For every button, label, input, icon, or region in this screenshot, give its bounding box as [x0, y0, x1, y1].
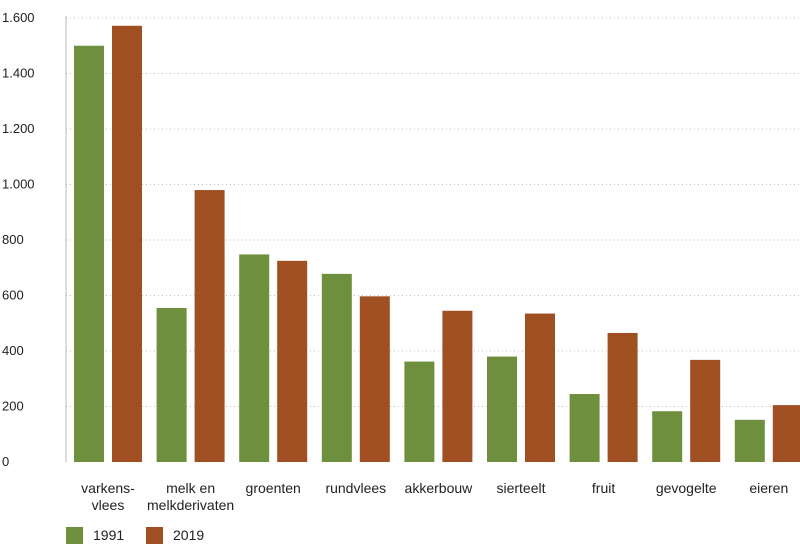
- bar-2019: [442, 310, 473, 462]
- bar-2019: [690, 359, 721, 462]
- bar-1991: [404, 361, 435, 462]
- bar-2019: [277, 260, 308, 462]
- y-tick-label: 1.400: [2, 66, 35, 81]
- bar-2019: [194, 190, 225, 463]
- legend-swatch-1991: [66, 527, 83, 544]
- bar-1991: [156, 307, 187, 462]
- x-category-label: rundvlees: [325, 480, 386, 496]
- x-category-label: varkens-vlees: [81, 480, 135, 513]
- bar-1991: [652, 411, 683, 462]
- x-category-label: fruit: [592, 480, 615, 496]
- y-tick-label: 600: [2, 288, 24, 303]
- y-tick-label: 1.200: [2, 121, 35, 136]
- x-category-label: eieren: [749, 480, 788, 496]
- x-category-label: gevogelte: [656, 480, 717, 496]
- legend-label-1991: 1991: [93, 527, 124, 543]
- bar-2019: [525, 313, 555, 462]
- x-axis-categories: varkens-vlees melk en melkderivaten groente…: [81, 480, 788, 513]
- y-tick-label: 0: [2, 454, 9, 469]
- x-category-label: sierteelt: [496, 480, 545, 496]
- y-tick-label: 1.000: [2, 177, 35, 192]
- y-axis-ticks: 0 200 400 600 800 1.000 1.200 1.400 1.600: [2, 10, 35, 469]
- y-tick-label: 800: [2, 232, 24, 247]
- y-tick-label: 1.600: [2, 10, 35, 25]
- bar-1991: [74, 45, 104, 462]
- bar-1991: [487, 356, 517, 462]
- bar-2019: [607, 332, 638, 462]
- bar-1991: [321, 273, 352, 462]
- x-category-label: melk en melkderivaten: [147, 480, 234, 513]
- legend-swatch-2019: [146, 527, 163, 544]
- bar-1991: [569, 394, 600, 462]
- x-category-label: akkerbouw: [405, 480, 474, 496]
- x-category-label: groenten: [246, 480, 301, 496]
- y-tick-label: 200: [2, 399, 24, 414]
- bar-2019: [772, 405, 800, 462]
- bar-1991: [239, 254, 270, 462]
- y-tick-label: 400: [2, 343, 24, 358]
- legend-label-2019: 2019: [173, 527, 204, 543]
- bar-2019: [359, 296, 390, 462]
- bar-2019: [112, 25, 142, 463]
- legend: 1991 2019: [66, 527, 204, 544]
- bars: [74, 25, 800, 463]
- bar-1991: [734, 419, 765, 462]
